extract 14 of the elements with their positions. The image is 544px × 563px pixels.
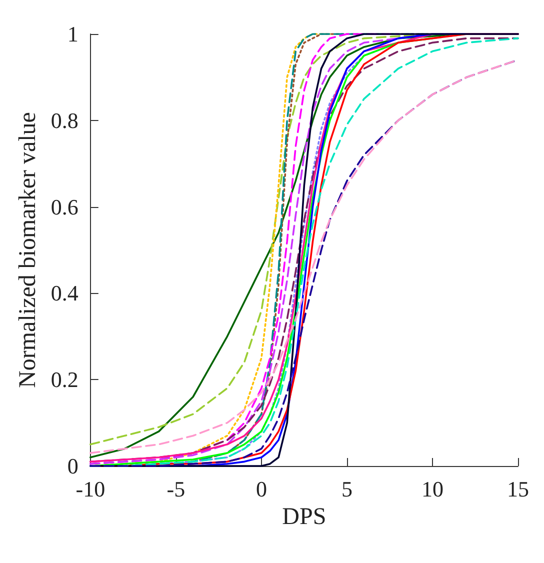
x-tick-label: -5 (166, 476, 186, 502)
x-axis-title: DPS (282, 504, 326, 530)
x-tick-label: -10 (76, 476, 106, 502)
y-tick-label: 0.6 (50, 194, 78, 220)
y-tick-label: 0.8 (50, 108, 78, 133)
y-tick-label: 1 (67, 22, 78, 46)
y-tick-label: 0.4 (50, 280, 78, 306)
y-axis-title: Normalized biomarker value (15, 112, 41, 388)
y-tick-label: 0 (67, 454, 78, 478)
x-tick-label: 15 (507, 476, 529, 502)
x-tick-label: 0 (256, 476, 267, 502)
x-tick-label: 5 (341, 476, 352, 502)
y-tick-label: 0.2 (50, 367, 78, 392)
x-tick-label: 10 (421, 476, 444, 502)
